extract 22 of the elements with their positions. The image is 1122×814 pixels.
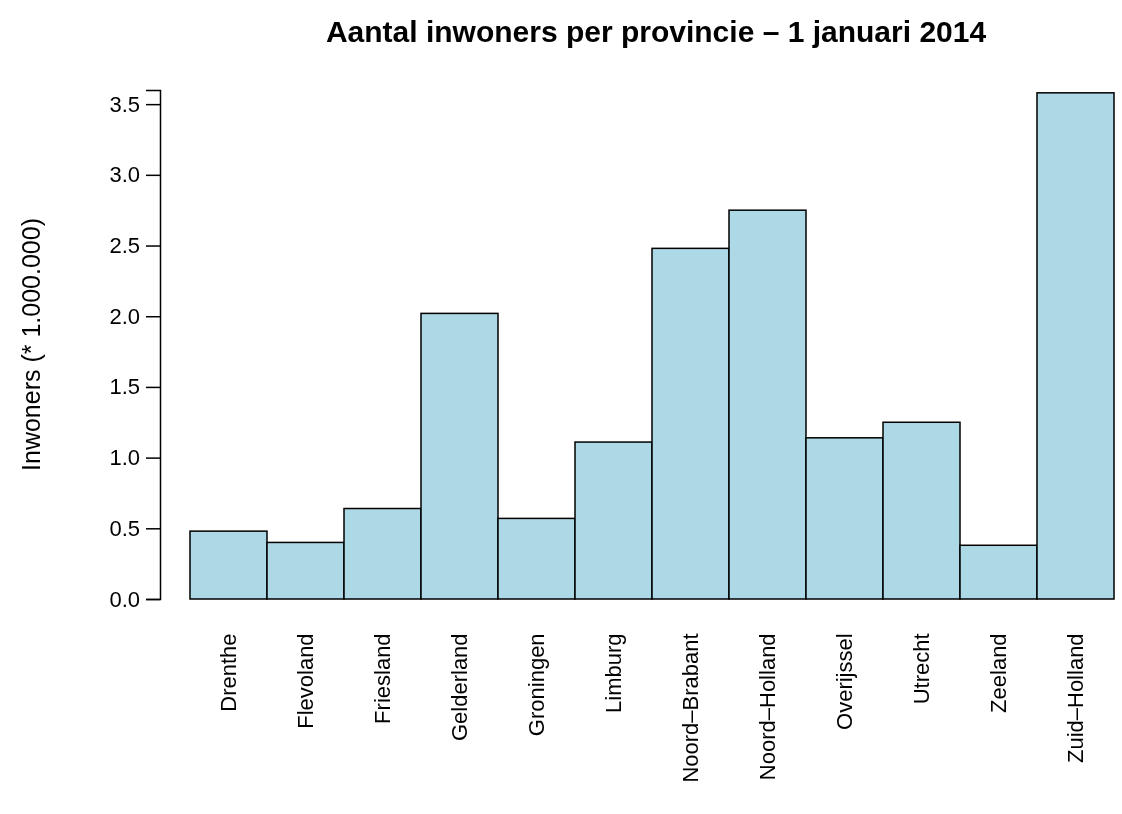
x-tick-label: Friesland: [370, 633, 396, 724]
x-tick-label: Groningen: [524, 633, 550, 737]
x-tick-label: Overijssel: [832, 633, 858, 730]
y-tick-label: 2.0: [109, 303, 140, 329]
x-tick-label: Gelderland: [447, 633, 473, 742]
x-tick-label: Zeeland: [986, 633, 1012, 713]
y-tick-label: 0.0: [109, 586, 140, 612]
y-tick-label: 2.5: [109, 233, 140, 259]
y-tick-label: 0.5: [109, 515, 140, 541]
y-tick-label: 1.0: [109, 445, 140, 471]
x-tick-label: Noord–Brabant: [678, 633, 704, 783]
y-tick-label: 3.0: [109, 162, 140, 188]
x-tick-label: Limburg: [601, 633, 627, 713]
y-tick-label: 1.5: [109, 374, 140, 400]
x-tick-label: Noord–Holland: [755, 633, 781, 781]
x-tick-label: Utrecht: [909, 633, 935, 705]
chart-title: Aantal inwoners per provincie – 1 januari 2014: [325, 15, 987, 48]
x-tick-label: Zuid–Holland: [1063, 633, 1089, 764]
y-axis-title: Inwoners (* 1.000.000): [17, 218, 45, 471]
y-tick-label: 3.5: [109, 91, 140, 117]
x-tick-label: Flevoland: [293, 633, 319, 729]
x-tick-label: Drenthe: [216, 633, 242, 712]
